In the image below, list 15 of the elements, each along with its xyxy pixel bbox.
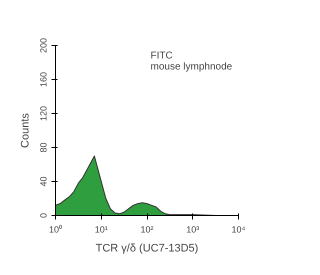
x-tick-label: 10²: [140, 224, 154, 234]
y-tick-label: 0: [38, 212, 48, 218]
x-tick-label: 10³: [186, 224, 200, 234]
y-tick-label: 160: [38, 72, 48, 88]
y-tick-label: 120: [38, 106, 48, 122]
annotation: mouse lymphnode: [150, 62, 233, 72]
x-axis-title: TCR γ/δ (UC7-13D5): [96, 242, 198, 254]
y-axis-title: Counts: [20, 112, 32, 148]
x-tick-label: 10⁴: [232, 224, 246, 234]
x-tick-label: 10¹: [94, 224, 108, 234]
x-tick-label: 10⁰: [48, 224, 62, 234]
y-tick-label: 80: [38, 142, 48, 153]
annotation: FITC: [150, 50, 173, 62]
y-tick-label: 40: [38, 176, 48, 187]
y-tick-label: 200: [38, 38, 48, 54]
